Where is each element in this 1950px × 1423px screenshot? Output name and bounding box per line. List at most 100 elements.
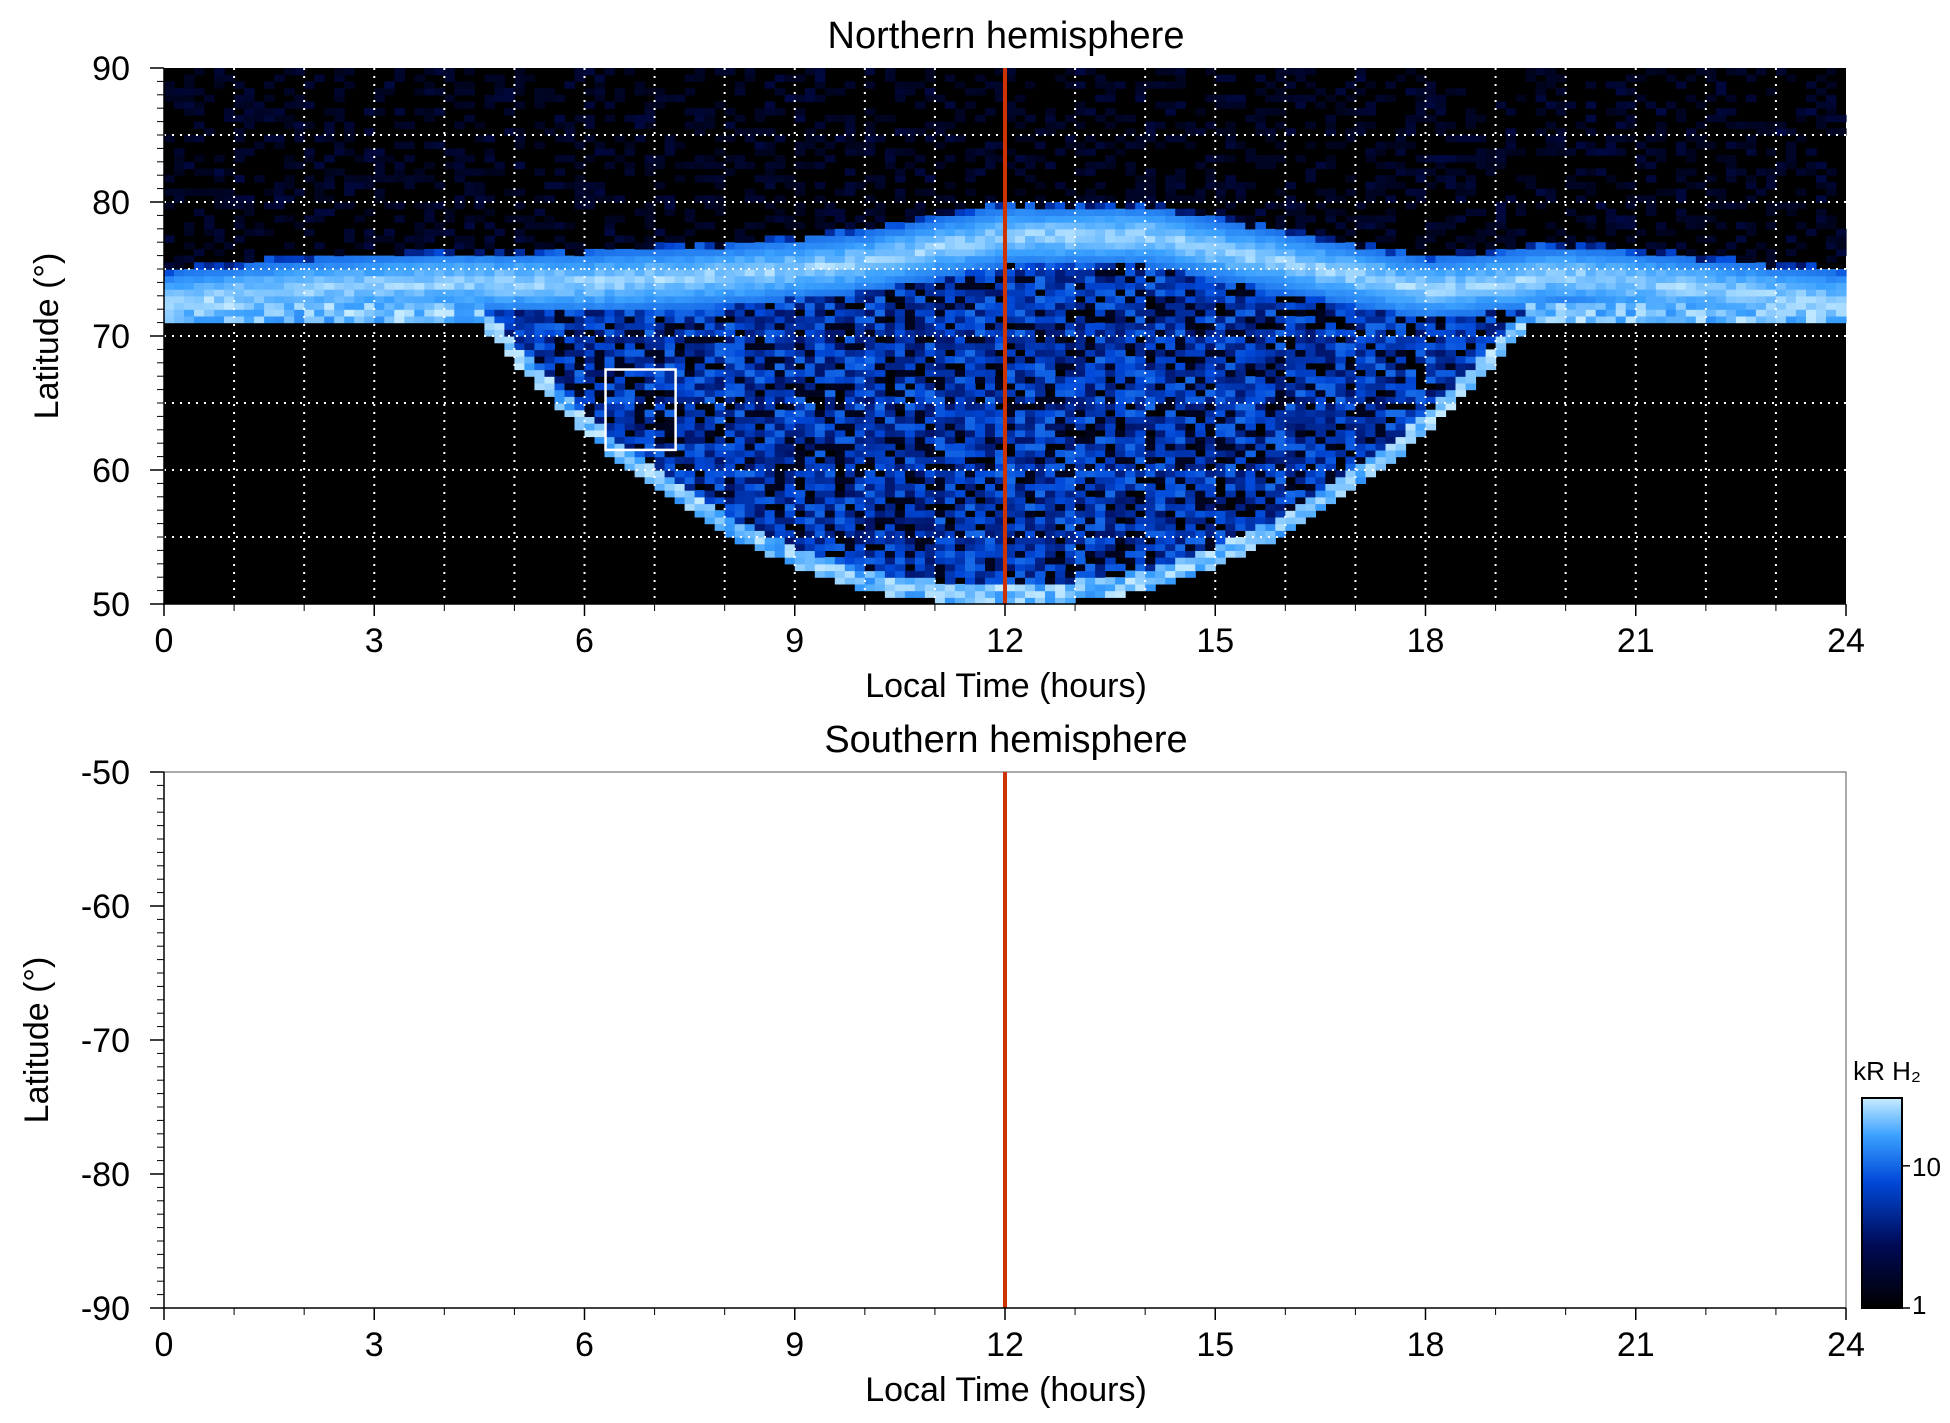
emission-cell bbox=[814, 295, 826, 304]
emission-cell bbox=[1205, 530, 1216, 538]
emission-cell bbox=[985, 516, 996, 525]
emission-cell bbox=[534, 168, 545, 176]
emission-cell bbox=[814, 490, 826, 498]
emission-cell bbox=[824, 329, 836, 337]
emission-cell bbox=[624, 369, 636, 377]
emission-cell bbox=[1145, 396, 1156, 404]
emission-cell bbox=[574, 349, 586, 357]
emission-cell bbox=[965, 148, 976, 156]
emission-cell bbox=[724, 349, 736, 357]
emission-cell bbox=[834, 322, 846, 330]
emission-cell bbox=[884, 403, 896, 411]
emission-cell bbox=[834, 289, 846, 297]
emission-cell bbox=[864, 329, 876, 337]
emission-cell bbox=[914, 537, 926, 545]
emission-cell bbox=[834, 248, 846, 257]
emission-cell bbox=[634, 362, 646, 371]
emission-cell bbox=[1045, 235, 1056, 243]
emission-cell bbox=[634, 356, 646, 364]
emission-cell bbox=[204, 242, 215, 250]
emission-cell bbox=[1005, 242, 1016, 250]
emission-cell bbox=[724, 295, 736, 304]
emission-cell bbox=[784, 248, 796, 257]
emission-cell bbox=[534, 356, 545, 364]
emission-cell bbox=[1215, 101, 1226, 109]
emission-cell bbox=[1015, 590, 1026, 598]
emission-cell bbox=[1065, 416, 1076, 424]
emission-cell bbox=[1065, 262, 1076, 270]
emission-cell bbox=[874, 248, 886, 257]
emission-cell bbox=[934, 121, 946, 129]
emission-cell bbox=[1225, 409, 1236, 417]
emission-cell bbox=[814, 262, 826, 270]
emission-cell bbox=[1325, 188, 1336, 196]
emission-cell bbox=[754, 470, 766, 478]
emission-cell bbox=[264, 114, 275, 123]
emission-cell bbox=[985, 242, 996, 250]
emission-cell bbox=[1335, 208, 1346, 216]
emission-cell bbox=[1245, 282, 1256, 290]
emission-cell bbox=[1215, 336, 1226, 344]
emission-cell bbox=[244, 148, 255, 156]
emission-cell bbox=[1025, 436, 1036, 444]
emission-cell bbox=[164, 175, 175, 183]
emission-cell bbox=[794, 342, 806, 350]
emission-cell bbox=[664, 483, 676, 491]
emission-cell bbox=[975, 148, 986, 156]
emission-cell bbox=[554, 322, 566, 330]
emission-cell bbox=[934, 141, 946, 149]
emission-cell bbox=[804, 416, 816, 424]
emission-cell bbox=[1125, 476, 1136, 484]
emission-cell bbox=[954, 295, 966, 304]
emission-cell bbox=[734, 356, 746, 364]
emission-cell bbox=[1325, 309, 1336, 317]
emission-cell bbox=[334, 302, 345, 310]
emission-cell bbox=[1155, 242, 1166, 250]
emission-cell bbox=[684, 483, 696, 491]
emission-cell bbox=[434, 315, 445, 324]
emission-cell bbox=[1265, 295, 1276, 304]
emission-cell bbox=[204, 269, 215, 277]
emission-cell bbox=[1225, 476, 1236, 484]
emission-cell bbox=[664, 248, 676, 257]
emission-cell bbox=[1145, 537, 1156, 545]
emission-cell bbox=[1015, 248, 1026, 257]
emission-cell bbox=[934, 215, 946, 223]
emission-cell bbox=[1125, 329, 1136, 337]
emission-cell bbox=[1315, 349, 1326, 357]
emission-cell bbox=[1035, 550, 1046, 558]
emission-cell bbox=[394, 295, 405, 304]
emission-cell bbox=[944, 289, 956, 297]
emission-cell bbox=[975, 583, 986, 592]
emission-cell bbox=[624, 148, 636, 156]
emission-cell bbox=[894, 269, 906, 277]
emission-cell bbox=[724, 389, 736, 397]
emission-cell bbox=[794, 74, 806, 82]
emission-cell bbox=[1315, 409, 1326, 417]
emission-cell bbox=[995, 94, 1006, 103]
emission-cell bbox=[1185, 128, 1196, 136]
emission-cell bbox=[784, 436, 796, 444]
emission-cell bbox=[744, 161, 756, 170]
emission-cell bbox=[404, 269, 415, 277]
emission-cell bbox=[1255, 356, 1266, 364]
emission-cell bbox=[954, 81, 966, 89]
emission-cell bbox=[624, 141, 636, 149]
emission-cell bbox=[894, 195, 906, 203]
emission-cell bbox=[384, 155, 395, 163]
emission-cell bbox=[344, 121, 355, 129]
emission-cell bbox=[1215, 537, 1226, 545]
emission-cell bbox=[894, 228, 906, 237]
emission-cell bbox=[1235, 269, 1246, 277]
emission-cell bbox=[774, 389, 786, 397]
emission-cell bbox=[1135, 242, 1146, 250]
emission-cell bbox=[584, 356, 596, 364]
emission-cell bbox=[1325, 275, 1336, 283]
emission-cell bbox=[1075, 81, 1086, 89]
emission-cell bbox=[965, 175, 976, 183]
emission-cell bbox=[554, 289, 566, 297]
emission-cell bbox=[1015, 208, 1026, 216]
emission-cell bbox=[1255, 396, 1266, 404]
emission-cell bbox=[985, 356, 996, 364]
emission-cell bbox=[1065, 483, 1076, 491]
